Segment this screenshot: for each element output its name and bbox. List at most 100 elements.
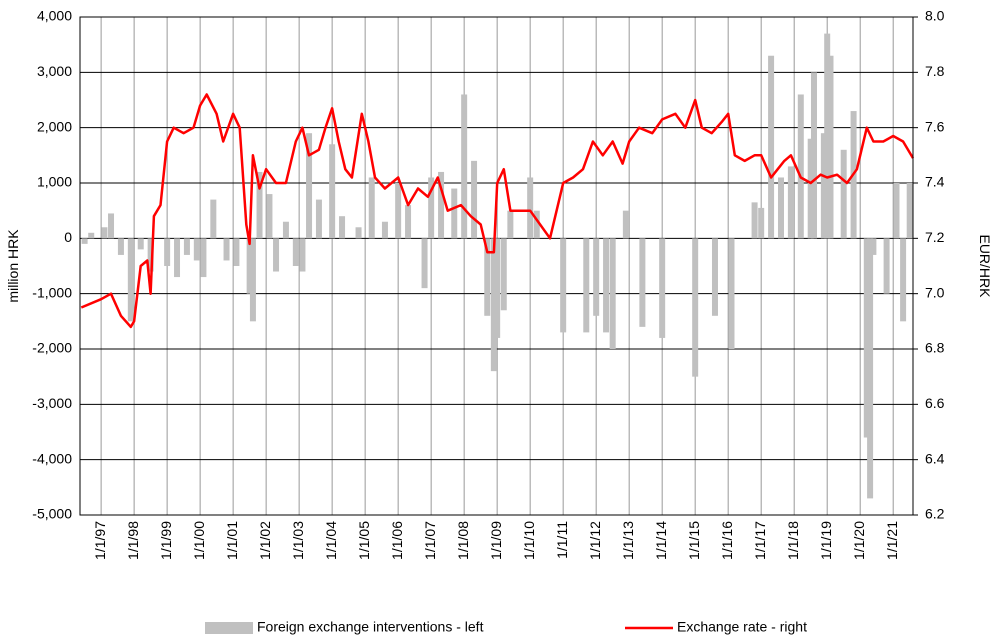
bar [900, 238, 907, 322]
bar [282, 221, 289, 239]
x-tick-label: 1/1/05 [356, 521, 372, 560]
x-tick-label: 1/1/18 [785, 521, 801, 560]
bar [787, 166, 794, 239]
bar [560, 238, 567, 333]
y-tick-label: 2,000 [37, 118, 72, 134]
y2-tick-label: 6.2 [925, 506, 945, 522]
y-tick-label: -5,000 [32, 506, 72, 522]
bar [883, 238, 890, 294]
legend-swatch [205, 622, 253, 634]
legend-label: Exchange rate - right [677, 619, 807, 635]
legend-label: Foreign exchange interventions - left [257, 619, 484, 635]
x-tick-label: 1/1/17 [752, 521, 768, 560]
bar [164, 238, 171, 266]
y2-axis-label: EUR/HRK [977, 234, 993, 298]
bar [810, 72, 817, 239]
bar [471, 160, 478, 239]
x-tick-label: 1/1/07 [422, 521, 438, 560]
bar [108, 213, 115, 239]
y2-tick-label: 7.4 [925, 174, 945, 190]
x-tick-label: 1/1/04 [323, 521, 339, 560]
bar [867, 238, 874, 499]
bar [273, 238, 280, 272]
bar [870, 238, 877, 255]
bar [329, 144, 336, 239]
bar [461, 94, 468, 239]
y-tick-label: 4,000 [37, 8, 72, 24]
bar [306, 133, 313, 239]
y2-tick-label: 7.0 [925, 284, 945, 300]
bar [451, 188, 458, 239]
bar [820, 133, 827, 239]
x-tick-label: 1/1/98 [125, 521, 141, 560]
bar [174, 238, 181, 278]
bar [484, 238, 491, 316]
x-tick-label: 1/1/20 [851, 521, 867, 560]
x-tick-label: 1/1/01 [224, 521, 240, 560]
bar [692, 238, 699, 377]
bar [863, 238, 870, 438]
bar [292, 238, 299, 266]
bar [751, 202, 758, 239]
x-tick-label: 1/1/16 [719, 521, 735, 560]
y-tick-label: 3,000 [37, 63, 72, 79]
x-tick-label: 1/1/97 [92, 521, 108, 560]
y-tick-label: -3,000 [32, 395, 72, 411]
bar [210, 199, 217, 239]
bar [117, 238, 124, 255]
bar [494, 238, 501, 338]
bar [827, 55, 834, 239]
plot-frame [79, 16, 914, 516]
bar [299, 238, 306, 272]
y2-tick-label: 8.0 [925, 8, 945, 24]
bar [609, 238, 616, 349]
y2-tick-label: 6.6 [925, 395, 945, 411]
y-tick-label: -1,000 [32, 284, 72, 300]
bar [223, 238, 230, 261]
bar [659, 238, 666, 338]
bar [147, 238, 154, 272]
y-tick-label: 1,000 [37, 174, 72, 190]
bar [368, 177, 375, 239]
bar [797, 94, 804, 239]
bar [233, 238, 240, 266]
bar [405, 205, 412, 239]
x-tick-label: 1/1/13 [620, 521, 636, 560]
bar [500, 238, 507, 311]
bar [339, 216, 346, 239]
x-tick-label: 1/1/15 [686, 521, 702, 560]
y-tick-label: 0 [64, 229, 72, 245]
y2-tick-label: 7.2 [925, 229, 945, 245]
x-tick-label: 1/1/99 [158, 521, 174, 560]
bar [593, 238, 600, 316]
bar [428, 177, 435, 239]
x-tick-label: 1/1/10 [521, 521, 537, 560]
bar [183, 238, 190, 255]
x-tick-label: 1/1/03 [290, 521, 306, 560]
bar [728, 238, 735, 349]
x-tick-label: 1/1/06 [389, 521, 405, 560]
bar [355, 227, 362, 239]
line [80, 93, 915, 329]
bar [507, 210, 514, 239]
bar [583, 238, 590, 333]
x-tick-label: 1/1/11 [554, 521, 570, 559]
bar [249, 238, 256, 322]
bar [711, 238, 718, 316]
bar [137, 238, 144, 250]
x-tick-label: 1/1/19 [818, 521, 834, 560]
bar [381, 221, 388, 239]
bar [639, 238, 646, 327]
bar [807, 138, 814, 239]
x-tick-label: 1/1/12 [587, 521, 603, 560]
bar [127, 238, 134, 322]
y-axis-label: million HRK [5, 229, 21, 303]
x-tick-label: 1/1/14 [653, 521, 669, 560]
bar [246, 238, 253, 294]
bar [256, 171, 263, 239]
x-tick-label: 1/1/08 [455, 521, 471, 560]
bar [395, 183, 402, 239]
y2-tick-label: 6.4 [925, 450, 945, 466]
bar [906, 183, 913, 239]
